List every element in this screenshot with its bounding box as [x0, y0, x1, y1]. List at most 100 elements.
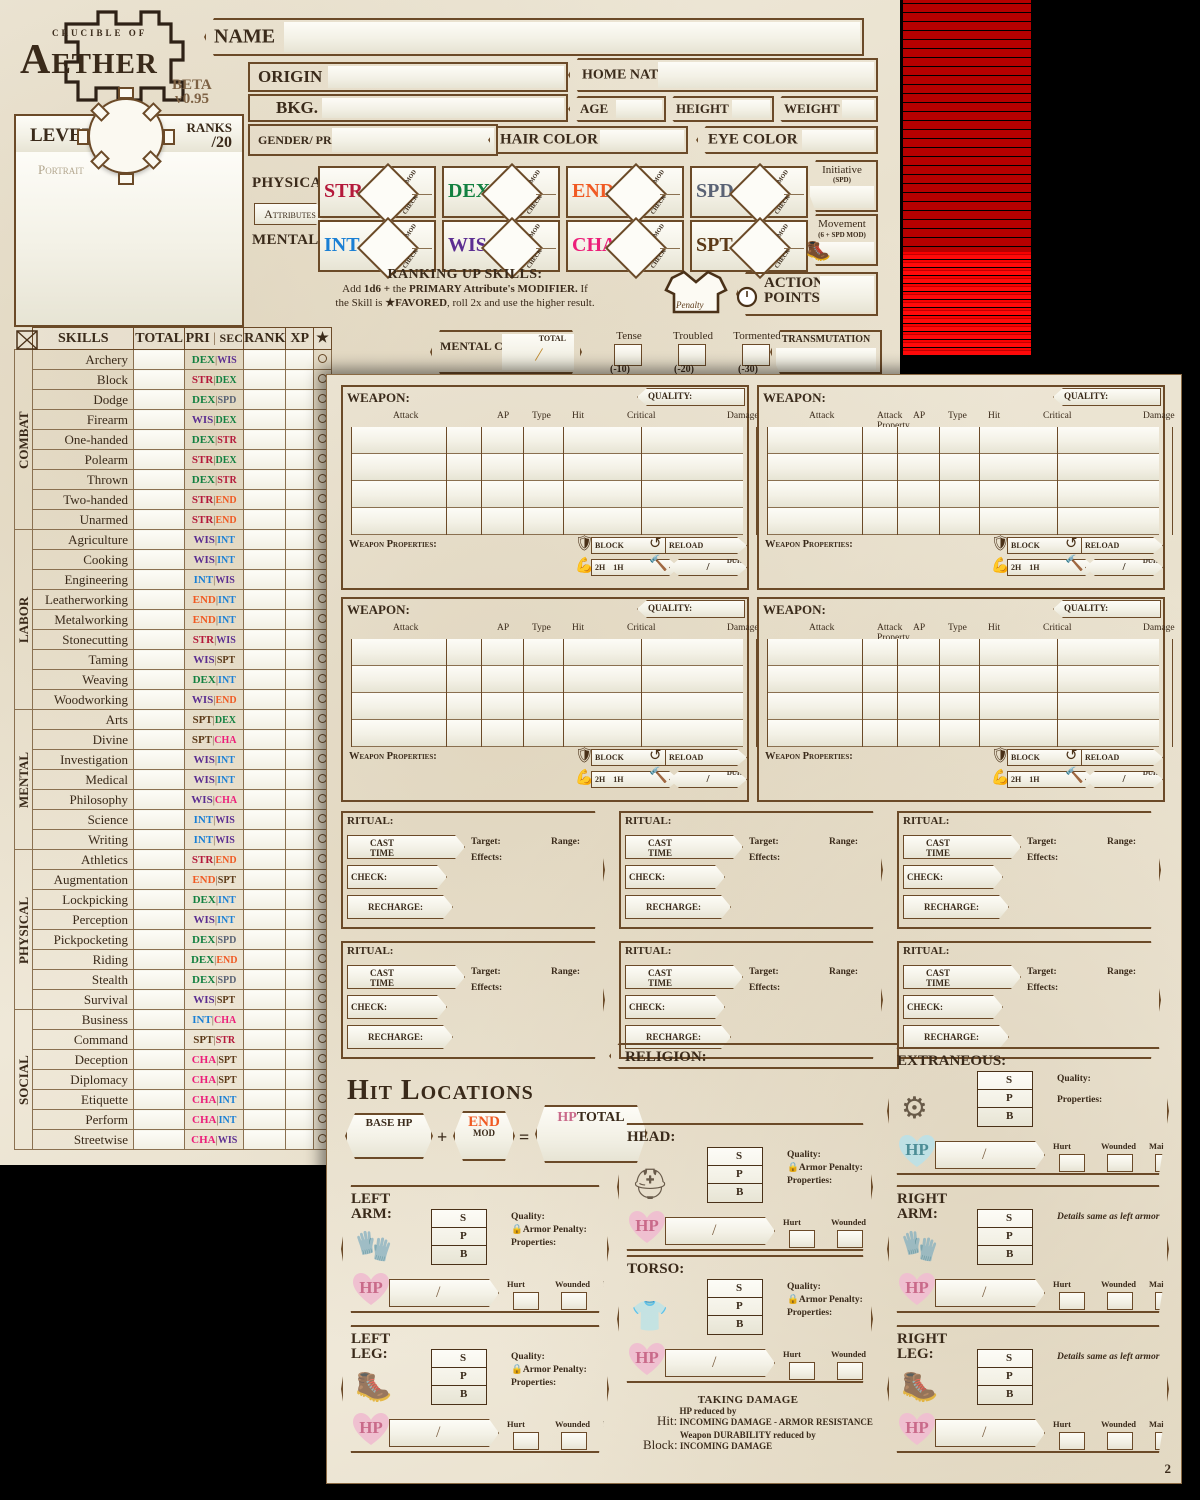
skill-total[interactable]: [132, 369, 186, 390]
skill-total[interactable]: [132, 949, 186, 970]
eye-color-field[interactable]: EYE COLOR: [696, 126, 878, 154]
ritual-block[interactable]: RITUAL:⏱CASTTIMECHECK:⟳RECHARGE:Target:R…: [341, 811, 605, 929]
hp-total-field[interactable]: TOTAL /: [389, 1419, 499, 1447]
skill-row[interactable]: Medical WIS|INT: [15, 769, 332, 790]
skill-xp[interactable]: [285, 729, 315, 750]
skill-row[interactable]: LABOR Agriculture WIS|INT: [14, 529, 332, 710]
skill-row[interactable]: Polearm STR|DEX: [15, 449, 332, 470]
block-field[interactable]: BLOCK: [591, 749, 679, 766]
skill-rank[interactable]: [243, 709, 287, 730]
skill-total[interactable]: [132, 729, 186, 750]
skill-row[interactable]: One-handed DEX|STR: [15, 429, 332, 450]
damage-type-p[interactable]: P: [978, 1090, 1032, 1108]
skill-total[interactable]: [132, 609, 186, 630]
skill-total[interactable]: [132, 549, 186, 570]
skill-row[interactable]: Perform CHA|INT: [15, 1109, 332, 1130]
skill-total[interactable]: [132, 909, 186, 930]
skill-xp[interactable]: [285, 809, 315, 830]
block-field[interactable]: BLOCK: [1007, 749, 1095, 766]
skill-rank[interactable]: [243, 989, 287, 1010]
weapon-block[interactable]: WEAPON: QUALITY: Attack AP Type Hit Critical Da…: [341, 597, 910, 802]
skill-xp[interactable]: [285, 449, 315, 470]
checkbox-x-icon[interactable]: [16, 330, 38, 350]
skill-rank[interactable]: [243, 509, 287, 530]
skill-row[interactable]: Divine SPT|CHA: [15, 729, 332, 750]
background-field[interactable]: BKG.: [248, 94, 568, 122]
religion-field[interactable]: RELIGION:: [609, 1043, 899, 1069]
skill-total[interactable]: [132, 989, 186, 1010]
wound-checkbox[interactable]: [1059, 1432, 1085, 1450]
skill-row[interactable]: Taming WIS|SPT: [15, 649, 332, 670]
skill-total[interactable]: [132, 789, 186, 810]
skill-xp[interactable]: [285, 929, 315, 950]
skill-row[interactable]: Leatherworking END|INT: [15, 589, 332, 610]
skill-rank[interactable]: [243, 429, 287, 450]
skill-total[interactable]: [132, 389, 186, 410]
reload-field[interactable]: RELOAD: [665, 749, 747, 766]
damage-type-s[interactable]: S: [708, 1280, 762, 1298]
skill-xp[interactable]: [285, 849, 315, 870]
skill-rank[interactable]: [243, 469, 287, 490]
wound-checkbox[interactable]: [513, 1292, 539, 1310]
skill-total[interactable]: [132, 1049, 186, 1070]
ritual-block[interactable]: RITUAL:⏱CASTTIMECHECK:⟳RECHARGE:Target:R…: [897, 941, 1161, 1059]
weapon-block[interactable]: WEAPON: QUALITY: Attack AP Type Hit Critical Da…: [757, 385, 1175, 590]
skill-total[interactable]: [132, 429, 186, 450]
weapon-block[interactable]: WEAPON: QUALITY: Attack AP Type Hit Critical Da…: [757, 597, 1175, 802]
weapon-attack-grid[interactable]: [767, 639, 1173, 747]
skill-xp[interactable]: [285, 529, 315, 550]
skill-rank[interactable]: [243, 449, 287, 470]
ritual-block[interactable]: RITUAL:⏱CASTTIMECHECK:⟳RECHARGE:Target:R…: [619, 811, 883, 929]
skill-rank[interactable]: [243, 609, 287, 630]
skill-row[interactable]: Pickpocketing DEX|SPD: [15, 929, 332, 950]
hp-total-field[interactable]: TOTAL /: [665, 1217, 775, 1245]
skill-rank[interactable]: [243, 569, 287, 590]
skill-rank[interactable]: [243, 689, 287, 710]
hp-total-box[interactable]: HPTOTAL: [535, 1105, 647, 1163]
skill-total[interactable]: [132, 489, 186, 510]
skill-total[interactable]: [132, 1089, 186, 1110]
wound-checkbox[interactable]: [561, 1292, 587, 1310]
skill-total[interactable]: [132, 649, 186, 670]
skill-xp[interactable]: [285, 909, 315, 930]
wound-checkbox[interactable]: [1155, 1154, 1181, 1172]
attribute-dex[interactable]: DEX MOD CHECK: [442, 162, 560, 226]
recharge-field[interactable]: RECHARGE:: [903, 895, 1009, 919]
skill-xp[interactable]: [285, 969, 315, 990]
wound-checkbox[interactable]: [837, 1362, 863, 1380]
skill-row[interactable]: Science INT|WIS: [15, 809, 332, 830]
skill-xp[interactable]: [285, 749, 315, 770]
age-field[interactable]: AGE: [568, 96, 666, 122]
skill-rank[interactable]: [243, 829, 287, 850]
skill-xp[interactable]: [285, 489, 315, 510]
skill-rank[interactable]: [243, 969, 287, 990]
skill-xp[interactable]: [285, 609, 315, 630]
wound-checkbox[interactable]: [1107, 1432, 1133, 1450]
damage-type-b[interactable]: B: [1006, 1110, 1014, 1122]
skill-row[interactable]: Block STR|DEX: [15, 369, 332, 390]
skill-total[interactable]: [132, 869, 186, 890]
cast-time-field[interactable]: CAST TIME: [347, 835, 465, 859]
wound-checkbox[interactable]: [561, 1432, 587, 1450]
durability-field[interactable]: / DUR: [669, 771, 747, 788]
gender-pronouns-field[interactable]: GENDER/ PRONOUNS: [248, 124, 498, 156]
skill-rank[interactable]: [243, 929, 287, 950]
check-field[interactable]: CHECK:: [625, 865, 725, 889]
skill-row[interactable]: Lockpicking DEX|INT: [15, 889, 332, 910]
skill-row[interactable]: SOCIAL Business INT|CHA: [14, 1009, 332, 1150]
weight-field[interactable]: WEIGHT: [772, 96, 878, 122]
skill-total[interactable]: [132, 469, 186, 490]
skill-row[interactable]: Deception CHA|SPT: [15, 1049, 332, 1070]
reload-field[interactable]: RELOAD: [665, 537, 747, 554]
hp-total-field[interactable]: TOTAL /: [389, 1279, 499, 1307]
skill-row[interactable]: Streetwise CHA|WIS: [15, 1129, 332, 1150]
damage-type-s[interactable]: S: [432, 1210, 486, 1228]
skill-rank[interactable]: [243, 349, 287, 370]
skill-row[interactable]: Command SPT|STR: [15, 1029, 332, 1050]
block-field[interactable]: BLOCK: [1007, 537, 1095, 554]
wound-checkbox[interactable]: [513, 1432, 539, 1450]
skill-row[interactable]: Etiquette CHA|INT: [15, 1089, 332, 1110]
skill-total[interactable]: [132, 1069, 186, 1090]
